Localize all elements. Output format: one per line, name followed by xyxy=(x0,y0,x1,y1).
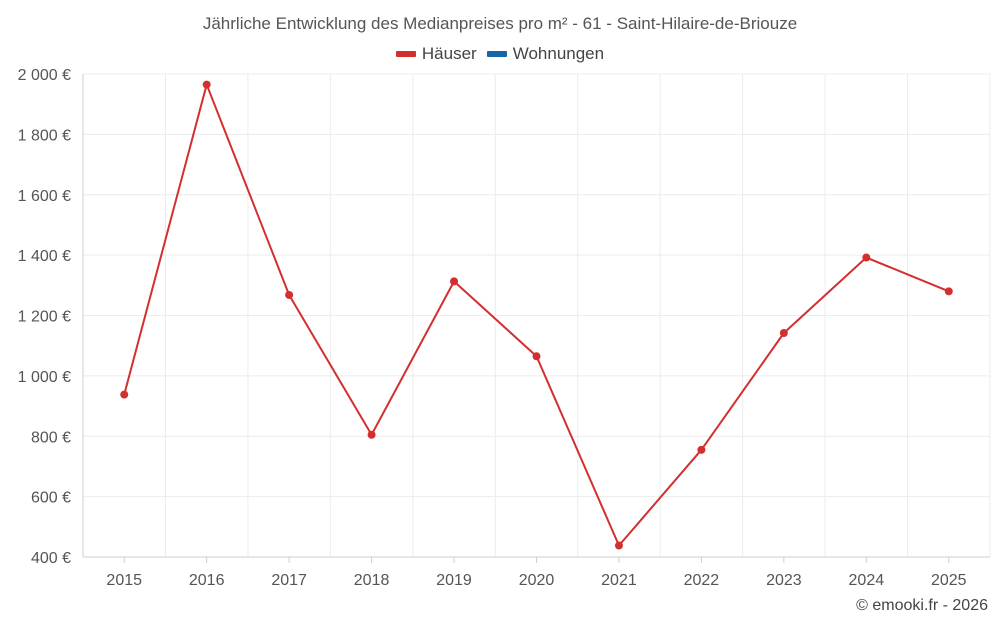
x-tick-label: 2025 xyxy=(931,572,967,589)
y-tick-label: 1 600 € xyxy=(18,188,71,205)
y-tick-label: 1 800 € xyxy=(18,127,71,144)
chart-title: Jährliche Entwicklung des Medianpreises … xyxy=(202,14,798,33)
data-point[interactable] xyxy=(944,287,953,296)
legend-label-wohnungen: Wohnungen xyxy=(512,44,605,63)
footer-credit: © emooki.fr - 2026 xyxy=(856,597,988,614)
x-tick-label: 2019 xyxy=(436,572,472,589)
legend: Häuser Wohnungen xyxy=(0,44,1000,64)
data-point[interactable] xyxy=(202,80,211,89)
x-tick-label: 2018 xyxy=(354,572,390,589)
data-point[interactable] xyxy=(450,277,459,286)
series-layer xyxy=(120,80,953,550)
data-point[interactable] xyxy=(367,430,376,439)
legend-item-wohnungen[interactable]: Wohnungen xyxy=(486,44,605,64)
x-tick-label: 2024 xyxy=(849,572,885,589)
data-point[interactable] xyxy=(285,290,294,299)
y-tick-label: 600 € xyxy=(31,490,71,507)
y-tick-label: 2 000 € xyxy=(18,67,71,84)
data-point[interactable] xyxy=(614,541,623,550)
x-axis-ticks: 2015 2016 2017 2018 2019 2020 2021 2022 2023 2024… xyxy=(106,557,967,589)
y-tick-label: 1 000 € xyxy=(18,369,71,386)
x-tick-label: 2015 xyxy=(106,572,142,589)
data-point[interactable] xyxy=(532,352,541,361)
legend-label-haeuser: Häuser xyxy=(421,44,477,63)
y-tick-label: 1 400 € xyxy=(18,248,71,265)
grid xyxy=(82,73,991,558)
x-tick-label: 2017 xyxy=(271,572,307,589)
x-tick-label: 2023 xyxy=(766,572,802,589)
legend-item-haeuser[interactable]: Häuser xyxy=(395,44,477,64)
data-point[interactable] xyxy=(697,445,706,454)
x-tick-label: 2021 xyxy=(601,572,637,589)
y-tick-label: 800 € xyxy=(31,429,71,446)
data-point[interactable] xyxy=(779,329,788,338)
x-tick-label: 2022 xyxy=(684,572,720,589)
legend-swatch-wohnungen xyxy=(486,51,507,57)
data-point[interactable] xyxy=(120,390,129,399)
legend-swatch-haeuser xyxy=(395,51,416,57)
y-axis-ticks: 400 € 600 € 800 € 1 000 € 1 200 € 1 400 € 1 60… xyxy=(18,67,71,567)
x-tick-label: 2020 xyxy=(519,572,555,589)
x-tick-label: 2016 xyxy=(189,572,225,589)
data-point[interactable] xyxy=(862,253,871,262)
y-tick-label: 400 € xyxy=(31,550,71,567)
y-tick-label: 1 200 € xyxy=(18,309,71,326)
